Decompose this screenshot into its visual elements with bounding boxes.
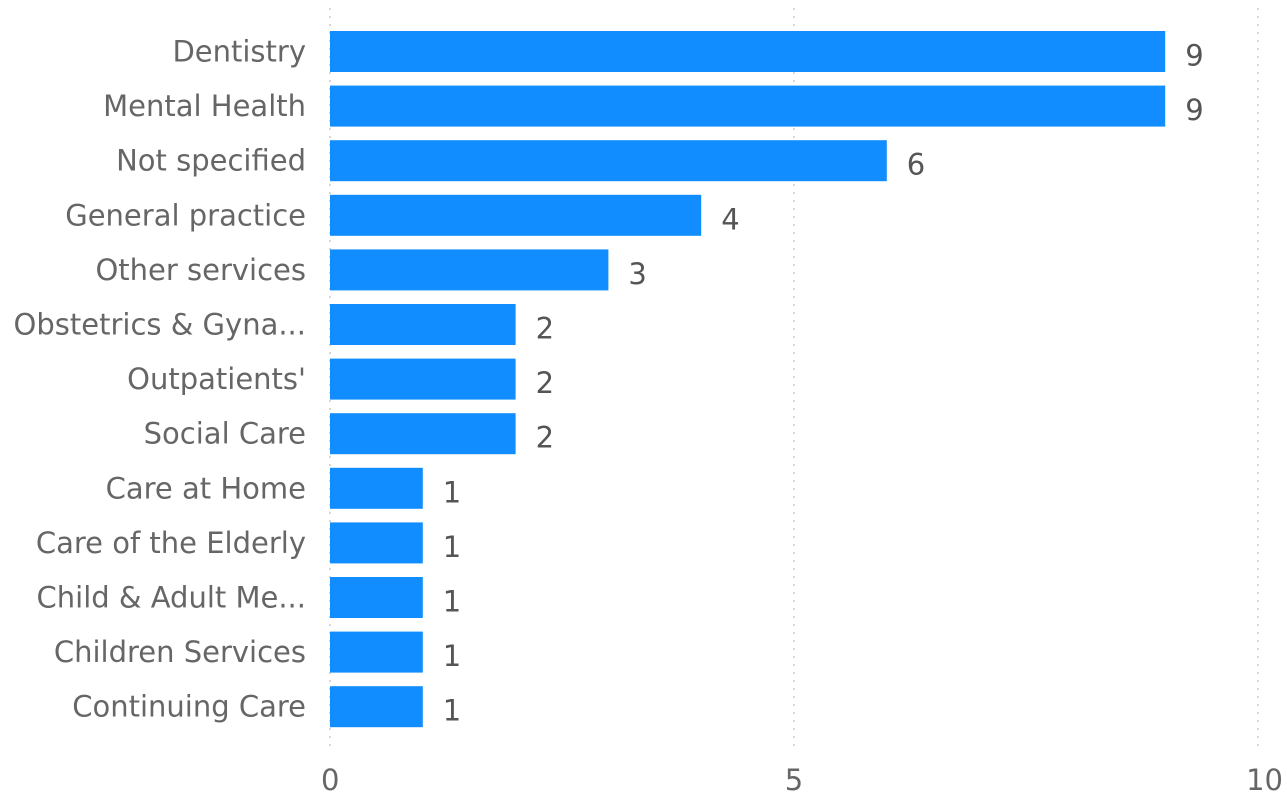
data-label: 1 (443, 530, 461, 564)
data-label: 1 (443, 639, 461, 673)
bar[interactable] (330, 304, 516, 345)
x-axis-ticks: 0 5 10 (321, 763, 1283, 795)
x-tick-label: 0 (321, 763, 339, 795)
bar[interactable] (330, 140, 887, 182)
category-labels: Dentistry Mental Health Not specified Gener… (14, 35, 306, 724)
category-label: Other services (95, 253, 306, 287)
category-label: Care of the Elderly (36, 526, 306, 560)
bar[interactable] (330, 358, 516, 400)
category-label: Not specified (116, 144, 306, 178)
bar[interactable] (330, 577, 423, 618)
data-label: 1 (443, 694, 461, 728)
bar[interactable] (330, 413, 516, 455)
value-labels: 9 9 6 4 3 2 2 2 1 1 1 1 1 (443, 39, 1204, 728)
x-tick-label: 10 (1246, 763, 1283, 795)
data-label: 2 (536, 312, 554, 346)
category-label: General practice (65, 198, 306, 232)
x-tick-label: 5 (785, 763, 803, 795)
bar[interactable] (330, 194, 702, 236)
bar[interactable] (330, 686, 423, 728)
category-label: Care at Home (106, 471, 306, 505)
bar[interactable] (330, 631, 423, 673)
category-label: Child & Adult Me... (37, 581, 306, 615)
category-label: Dentistry (172, 35, 306, 69)
data-label: 9 (1185, 93, 1203, 127)
bar[interactable] (330, 467, 423, 509)
data-label: 2 (536, 366, 554, 400)
bars (330, 31, 1166, 728)
category-label: Continuing Care (72, 690, 306, 724)
category-label: Obstetrics & Gyna... (14, 308, 306, 342)
data-label: 1 (443, 475, 461, 509)
category-label: Social Care (144, 417, 306, 451)
data-label: 1 (443, 585, 461, 619)
data-label: 6 (907, 148, 925, 182)
bar[interactable] (330, 522, 423, 564)
category-label: Mental Health (103, 89, 306, 123)
bar[interactable] (330, 31, 1166, 72)
category-label: Outpatients' (127, 362, 306, 396)
data-label: 4 (721, 202, 739, 236)
category-label: Children Services (54, 635, 306, 669)
data-label: 9 (1185, 39, 1203, 73)
data-label: 3 (628, 257, 646, 291)
data-label: 2 (536, 421, 554, 455)
bar[interactable] (330, 85, 1166, 127)
bar[interactable] (330, 249, 609, 291)
